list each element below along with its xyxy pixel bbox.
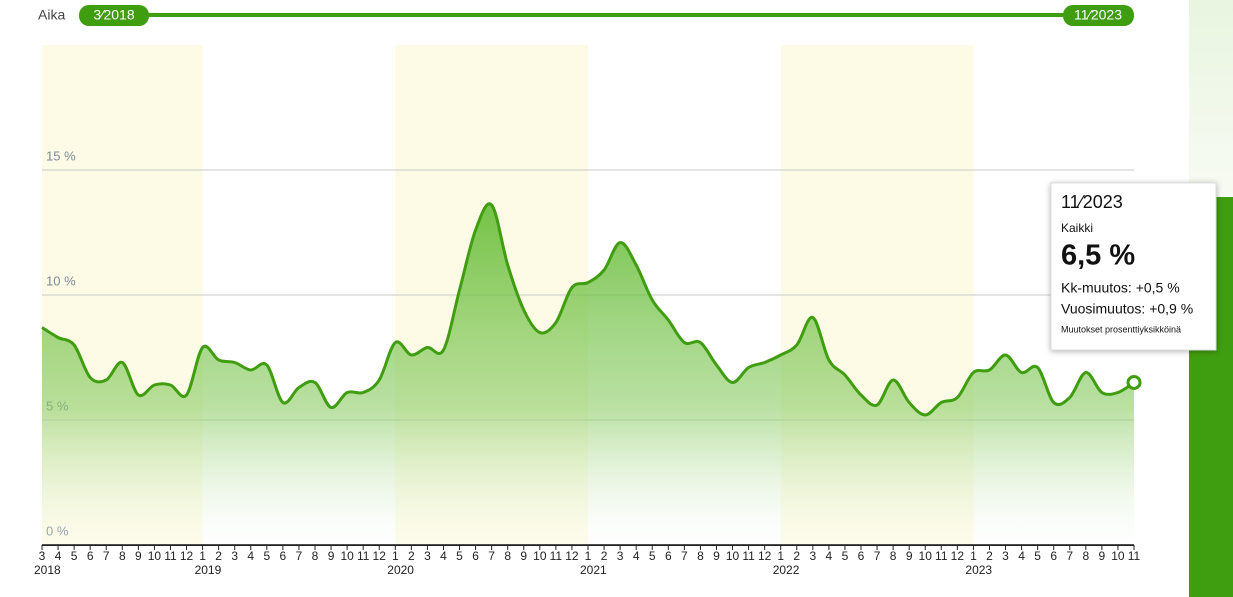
x-tick-label: 4	[55, 549, 62, 563]
x-tick-label: 11	[164, 549, 177, 563]
point-marker	[1126, 375, 1142, 390]
slider-label: Aika	[38, 7, 65, 23]
x-tick-label: 7	[488, 549, 495, 563]
x-tick-label: 9	[906, 549, 913, 563]
x-tick-label: 9	[1099, 549, 1106, 563]
year-label: 2018	[34, 563, 61, 577]
x-tick-label: 1	[199, 549, 206, 563]
x-tick-label: 7	[103, 549, 110, 563]
x-tick-label: 1	[777, 549, 784, 563]
x-tick-label: 2	[601, 549, 608, 563]
year-label: 2021	[580, 563, 607, 577]
y-tick-label: 15 %	[46, 148, 76, 163]
line	[41, 202, 1135, 417]
tooltip-yearly: Vuosimuutos: +0,9 %	[1061, 301, 1193, 317]
x-tick-label: 3	[231, 549, 238, 563]
x-tick-label: 1	[970, 549, 977, 563]
slider-end-handle[interactable]	[1063, 5, 1134, 26]
x-tick-label: 12	[180, 549, 194, 563]
x-tick-label: 8	[1082, 549, 1089, 563]
x-tick-label: 5	[263, 549, 270, 563]
x-tick-label: 10	[533, 549, 547, 563]
x-tick-label: 8	[697, 549, 704, 563]
x-tick-label: 8	[504, 549, 511, 563]
x-tick-label: 10	[148, 549, 162, 563]
x-tick-label: 5	[842, 549, 849, 563]
x-tick-label: 8	[890, 549, 897, 563]
x-tick-label: 5	[1034, 549, 1041, 563]
tooltip-monthly: Kk-muutos: +0,5 %	[1061, 280, 1180, 296]
tooltip-date: 11⁄2023	[1061, 192, 1123, 212]
x-tick-label: 2	[793, 549, 800, 563]
x-tick-label: 11	[935, 549, 948, 563]
x-tick-label: 10	[340, 549, 354, 563]
x-tick-label: 6	[858, 549, 865, 563]
x-tick-label: 2	[215, 549, 222, 563]
tooltip-series: Kaikki	[1061, 221, 1093, 235]
x-tick-label: 5	[456, 549, 463, 563]
x-tick-label: 9	[520, 549, 527, 563]
x-tick-label: 1	[392, 549, 399, 563]
x-tick-label: 8	[312, 549, 319, 563]
x-tick-label: 4	[633, 549, 640, 563]
x-tick-label: 4	[247, 549, 254, 563]
x-tick-label: 3	[39, 549, 46, 563]
x-tick-label: 7	[874, 549, 881, 563]
x-tick-label: 2	[408, 549, 415, 563]
x-tick-label: 2	[986, 549, 993, 563]
x-tick-label: 12	[758, 549, 772, 563]
x-tick-label: 10	[726, 549, 740, 563]
x-tick-label: 9	[135, 549, 142, 563]
area	[42, 203, 1134, 545]
tooltip-note: Muutokset prosenttiyksikköinä	[1061, 324, 1181, 334]
x-tick-label: 3	[1002, 549, 1009, 563]
x-tick-label: 6	[280, 549, 287, 563]
x-tick-label: 7	[296, 549, 303, 563]
x-tick-label: 4	[826, 549, 833, 563]
year-label: 2023	[965, 563, 992, 577]
x-tick-label: 9	[328, 549, 335, 563]
x-tick-label: 3	[617, 549, 624, 563]
x-tick-label: 3	[809, 549, 816, 563]
x-tick-label: 6	[87, 549, 94, 563]
x-tick-label: 12	[565, 549, 579, 563]
x-tick-label: 6	[472, 549, 479, 563]
x-tick-label: 11	[1128, 549, 1141, 563]
tooltip-value: 6,5 %	[1061, 240, 1135, 272]
tooltip: 11⁄2023 Kaikki 6,5 % Kk-muutos: +0,5 % V…	[1050, 182, 1217, 351]
slider-end[interactable]: 11⁄2023	[1074, 7, 1122, 23]
x-tick-label: 11	[550, 549, 563, 563]
y-tick-label: 10 %	[46, 273, 76, 288]
year-label: 2022	[773, 563, 800, 577]
x-tick-label: 6	[1050, 549, 1057, 563]
x-tick-label: 11	[357, 549, 370, 563]
slider-start-handle[interactable]	[79, 5, 149, 26]
x-tick-label: 5	[649, 549, 656, 563]
x-tick-label: 8	[119, 549, 126, 563]
x-tick-label: 3	[424, 549, 431, 563]
slider-start[interactable]: 3⁄2018	[93, 7, 134, 23]
x-tick-label: 7	[681, 549, 688, 563]
x-tick-label: 5	[71, 549, 78, 563]
x-tick-label: 10	[1111, 549, 1125, 563]
year-label: 2020	[387, 563, 414, 577]
x-tick-label: 11	[742, 549, 755, 563]
x-tick-label: 9	[713, 549, 720, 563]
tooltip-box	[1050, 182, 1217, 351]
x-tick-label: 12	[373, 549, 387, 563]
x-tick-label: 10	[919, 549, 933, 563]
year-label: 2019	[195, 563, 222, 577]
x-tick-label: 1	[585, 549, 592, 563]
x-tick-label: 6	[665, 549, 672, 563]
x-tick-label: 4	[440, 549, 447, 563]
x-tick-label: 12	[951, 549, 965, 563]
x-tick-label: 4	[1018, 549, 1025, 563]
side-panel-top	[1189, 0, 1233, 197]
x-tick-label: 7	[1066, 549, 1073, 563]
